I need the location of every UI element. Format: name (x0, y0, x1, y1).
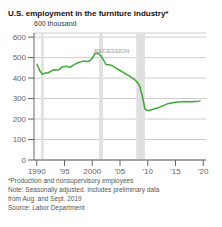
svg-text:200: 200 (13, 115, 27, 124)
svg-text:'10: '10 (143, 167, 154, 174)
svg-text:100: 100 (13, 135, 27, 144)
svg-text:600: 600 (13, 33, 27, 42)
html-text:U.S. employment in the furnitu: U.S. employment in the furniture industr… (8, 9, 169, 18)
svg-text:0: 0 (22, 156, 27, 165)
svg-text:'20: '20 (198, 167, 209, 174)
svg-text:400: 400 (13, 74, 27, 83)
svg-text:2000: 2000 (83, 167, 101, 174)
svg-text:RECESSION: RECESSION (94, 48, 129, 54)
svg-text:'05: '05 (115, 167, 126, 174)
html-text:*Production and nonsupervisory: *Production and nonsupervisory employees… (8, 177, 160, 211)
svg-text:500: 500 (13, 53, 27, 62)
svg-text:'95: '95 (59, 167, 70, 174)
svg-text:300: 300 (13, 94, 27, 103)
svg-text:'15: '15 (170, 167, 181, 174)
html-text:600 thousand: 600 thousand (34, 20, 77, 27)
svg-text:1990: 1990 (28, 167, 46, 174)
